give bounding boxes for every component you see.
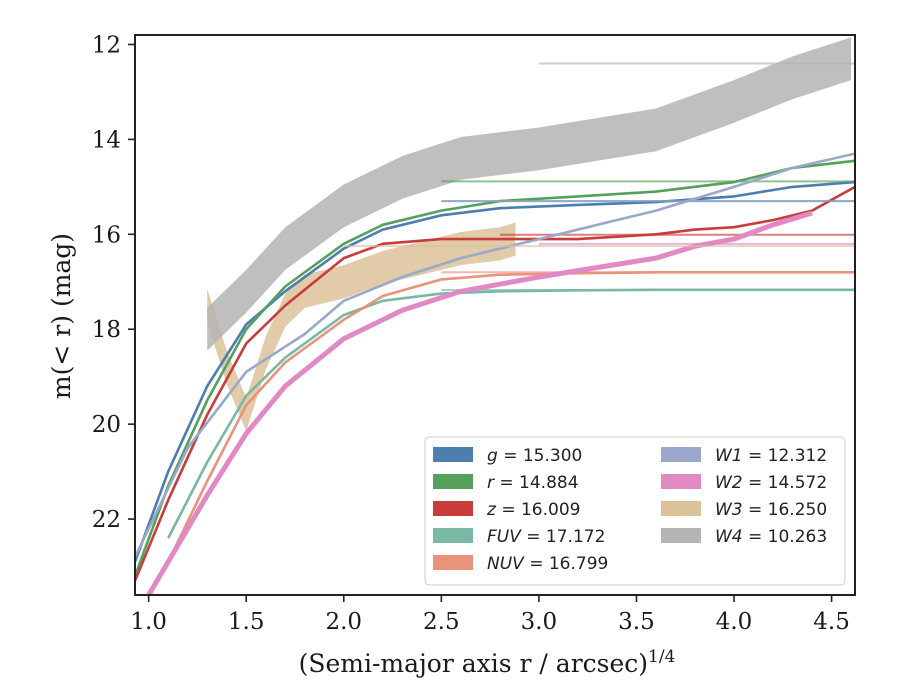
legend-box [424, 436, 846, 586]
legend-label-w4: W4 = 10.263 [715, 527, 827, 547]
series-line-nuv [167, 271, 855, 563]
legend-label-w2: W2 = 14.572 [715, 473, 827, 493]
y-tick-label-4: 20 [92, 412, 121, 438]
x-tick-label-7: 4.5 [813, 609, 850, 635]
legend-swatch-w1 [661, 447, 701, 462]
legend-label-z: z = 16.009 [486, 500, 580, 520]
x-tick-label-2: 2.0 [325, 609, 362, 635]
band-w4 [207, 37, 852, 351]
legend-swatch-fuv [433, 528, 473, 543]
legend-label-g: g = 15.300 [487, 446, 582, 466]
legend-swatch-nuv [433, 555, 473, 570]
series-line-w2 [146, 210, 813, 595]
axes [134, 34, 856, 596]
legend-label-nuv: NUV = 16.799 [487, 554, 608, 574]
x-axis-label-main: (Semi-major axis r / arcsec) [299, 649, 648, 678]
plot-frame [134, 34, 856, 596]
x-axis-label: (Semi-major axis r / arcsec)1/4 [299, 647, 676, 678]
y-axis-label: m(< r) (mag) [47, 233, 76, 399]
series-line-g [135, 180, 855, 563]
legend-label-r: r = 14.884 [487, 473, 579, 493]
legend-swatch-g [433, 447, 473, 462]
legend-swatch-r [433, 474, 473, 489]
ticks: 1.0 1.5 2.0 2.5 3.0 3.5 4.0 4.5 12 14 16 18 20 22 [92, 32, 850, 635]
x-tick-label-1: 1.5 [228, 609, 265, 635]
y-tick-label-3: 18 [92, 317, 121, 343]
series-line-z [135, 185, 855, 582]
series-line-w1 [135, 152, 855, 558]
y-tick-label-1: 14 [92, 127, 121, 153]
y-tick-label-5: 22 [92, 507, 121, 533]
band-w3 [207, 222, 516, 432]
x-axis-label-superscript: 1/4 [648, 647, 675, 667]
legend-label-w1: W1 = 12.312 [715, 446, 827, 466]
y-tick-label-0: 12 [92, 32, 121, 58]
y-tick-label-2: 16 [92, 222, 121, 248]
x-tick-label-4: 3.0 [521, 609, 558, 635]
series-line-fuv [167, 288, 855, 539]
series-line-r [135, 159, 855, 577]
series-lines [135, 62, 855, 595]
legend: g = 15.300 r = 14.884 z = 16.009 FUV = 17.1… [424, 436, 846, 586]
legend-swatch-w3 [661, 501, 701, 516]
x-tick-label-3: 2.5 [423, 609, 460, 635]
legend-label-w3: W3 = 16.250 [715, 500, 827, 520]
x-tick-label-6: 4.0 [716, 609, 753, 635]
legend-swatch-w4 [661, 528, 701, 543]
x-tick-label-5: 3.5 [618, 609, 655, 635]
legend-label-fuv: FUV = 17.172 [487, 527, 605, 547]
x-tick-label-0: 1.0 [130, 609, 167, 635]
legend-swatch-z [433, 501, 473, 516]
legend-swatch-w2 [661, 474, 701, 489]
